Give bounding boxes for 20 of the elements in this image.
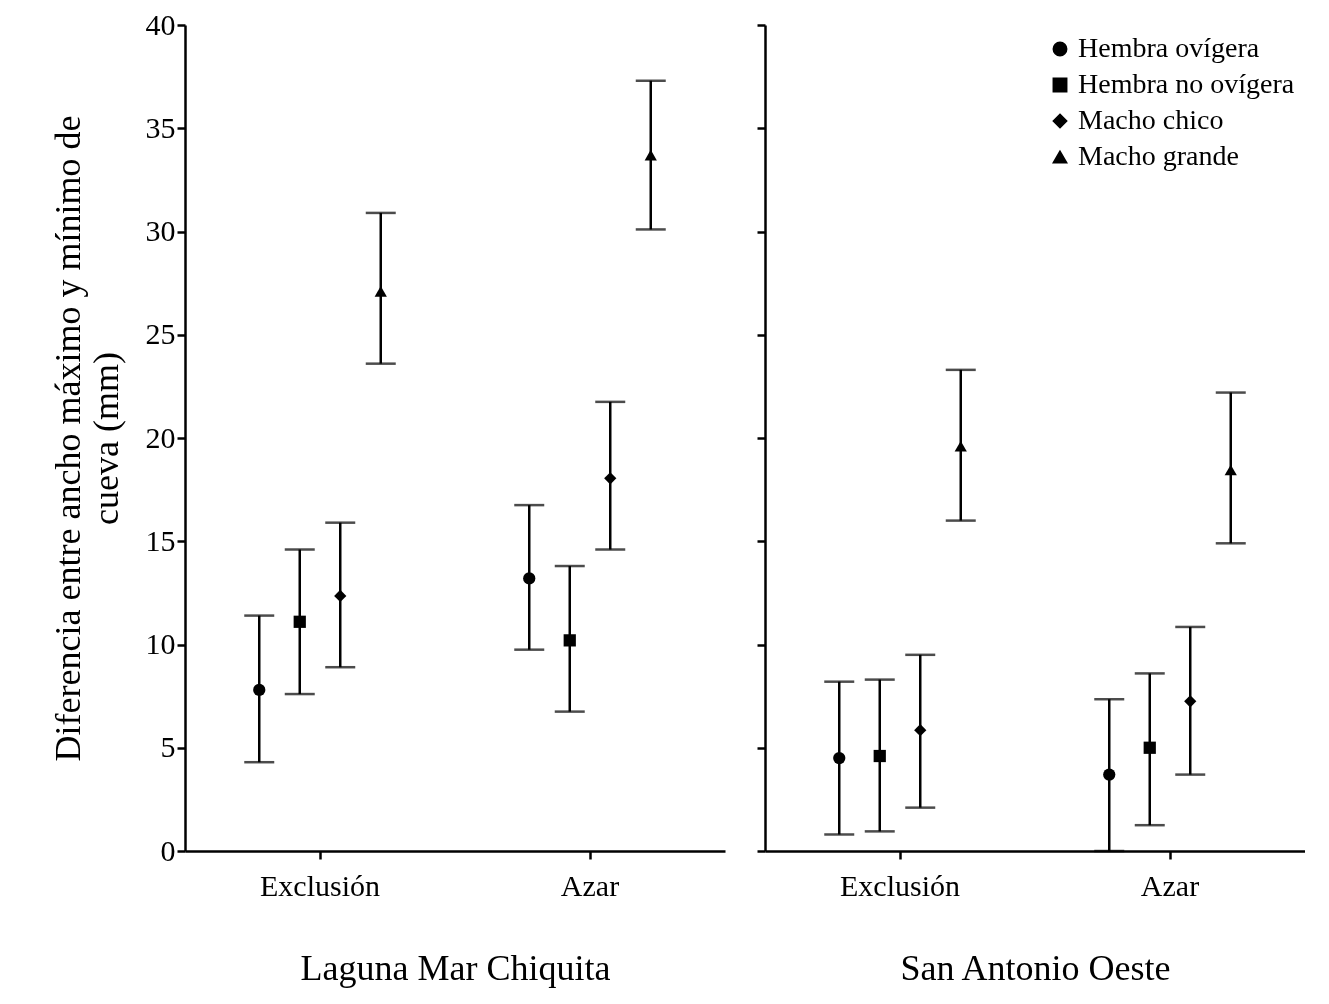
legend-label: Hembra ovígera [1078, 32, 1260, 63]
y-axis-title: Diferencia entre ancho máximo y mínimo de cueva (mm) [47, 115, 126, 762]
legend-label: Macho chico [1078, 104, 1224, 135]
y-tick-label: 35 [145, 110, 176, 144]
y-tick-label: 0 [160, 833, 176, 867]
y-tick-label: 5 [160, 730, 176, 764]
x-axis-title: San Antonio Oeste [900, 947, 1171, 988]
legend-label: Hembra no ovígera [1078, 68, 1295, 99]
legend-label: Macho grande [1078, 140, 1239, 171]
x-tick-label: Exclusión [840, 868, 960, 902]
x-tick-label: Azar [1140, 868, 1200, 902]
y-tick-label: 40 [145, 7, 176, 41]
y-tick-label: 25 [145, 317, 176, 351]
y-tick-label: 10 [145, 627, 176, 660]
y-tick-label: 20 [145, 420, 176, 454]
x-tick-label: Exclusión [260, 868, 380, 902]
x-axis-title: Laguna Mar Chiquita [300, 947, 611, 988]
x-tick-label: Azar [560, 868, 620, 902]
y-tick-label: 30 [145, 214, 176, 247]
y-tick-label: 15 [145, 523, 176, 557]
